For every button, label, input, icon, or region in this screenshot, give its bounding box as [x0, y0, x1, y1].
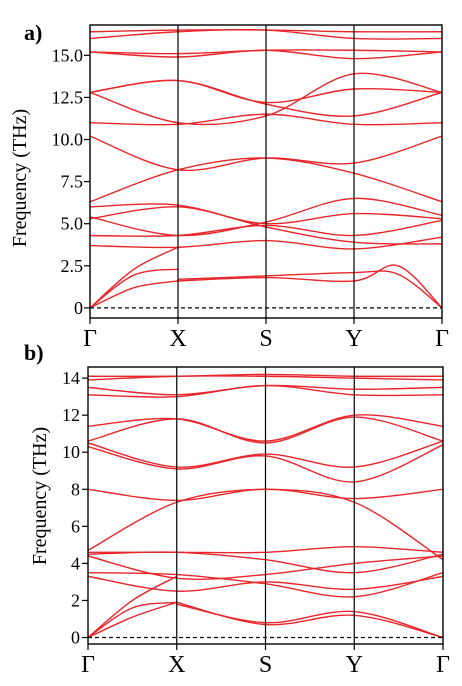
- phonon-band-1: [88, 601, 177, 639]
- phonon-band-5: [88, 575, 178, 639]
- phonon-band-3: [177, 270, 442, 309]
- x-tick-label-Γ: Γ: [436, 652, 450, 678]
- x-tick-label-Γ: Γ: [81, 652, 95, 678]
- x-tick-label-S: S: [259, 652, 272, 678]
- y-tick-label: 10.0: [52, 130, 84, 150]
- panel-b-y-axis-title: Frequency (THz): [29, 427, 51, 565]
- phonon-band-3: [176, 601, 443, 639]
- y-tick-label: 12.5: [52, 87, 84, 107]
- phonon-band-4: [177, 264, 442, 309]
- x-tick-label-X: X: [168, 652, 185, 678]
- y-tick-label: 7.5: [61, 172, 84, 192]
- phonon-band-5: [90, 246, 179, 309]
- panel-b: b) Frequency (THz) 0 2 4 6 8 10 12 14 Γ X S Y Γ: [24, 340, 450, 678]
- panel-b-plot-area: 0 2 4 6 8 10 12 14 Γ X S Y Γ: [62, 366, 450, 678]
- x-tick-label-Γ: Γ: [435, 326, 449, 352]
- y-tick-label: 0: [74, 298, 83, 318]
- y-tick-label: 15.0: [52, 45, 84, 65]
- phonon-band-1: [90, 268, 179, 309]
- panel-a-y-axis-title: Frequency (THz): [9, 109, 31, 247]
- y-tick-label: 10: [62, 442, 80, 462]
- panel-b-label: b): [24, 340, 44, 365]
- panel-a: a) Frequency (THz) 0 2.5 5.0 7.5 10.0 12.5 15.…: [9, 20, 449, 352]
- x-tick-label-X: X: [169, 326, 186, 352]
- y-tick-label: 12: [62, 405, 80, 425]
- y-tick-label: 14: [62, 368, 80, 388]
- y-tick-label: 0: [71, 628, 80, 648]
- y-tick-label: 2.5: [61, 256, 84, 276]
- y-tick-label: 5.0: [61, 214, 84, 234]
- x-tick-label-Y: Y: [345, 326, 362, 352]
- x-tick-label-S: S: [259, 326, 272, 352]
- panel-a-plot-area: 0 2.5 5.0 7.5 10.0 12.5 15.0 Γ X S Y Γ: [52, 24, 449, 352]
- y-tick-label: 8: [71, 479, 80, 499]
- phonon-band-4: [176, 603, 443, 639]
- phonon-band-2: [90, 280, 179, 309]
- x-tick-label-Γ: Γ: [83, 326, 97, 352]
- panel-a-label: a): [24, 20, 42, 45]
- y-tick-label: 4: [71, 553, 80, 573]
- y-tick-label: 6: [71, 516, 80, 536]
- phonon-band-2: [88, 601, 177, 639]
- x-tick-label-Y: Y: [346, 652, 363, 678]
- y-tick-label: 2: [71, 590, 80, 610]
